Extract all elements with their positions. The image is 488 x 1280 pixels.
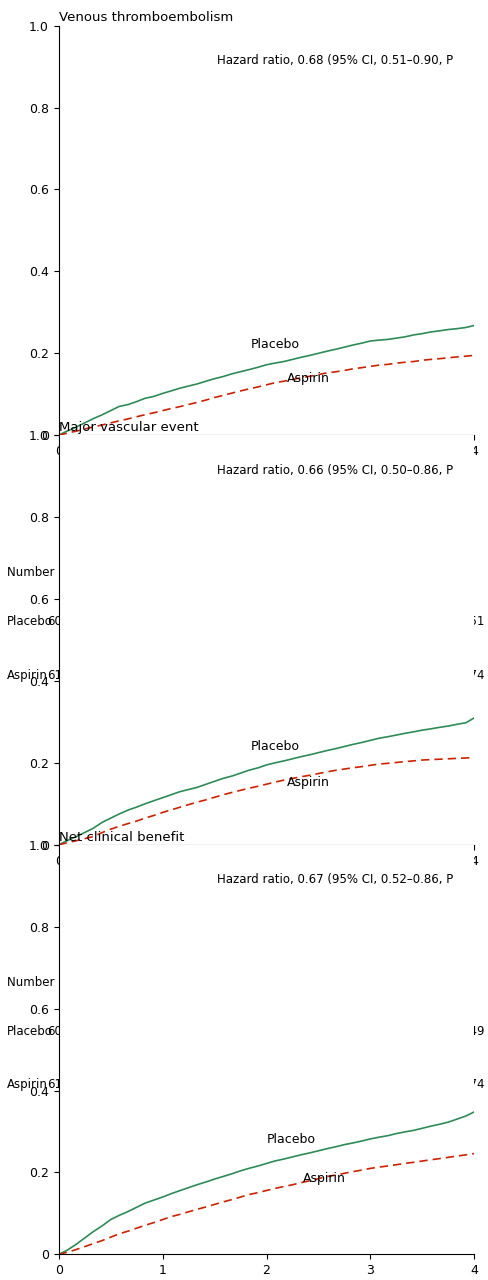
Text: 374: 374 (255, 1025, 277, 1038)
Text: 412: 412 (255, 668, 277, 682)
Text: Aspirin: Aspirin (7, 1078, 47, 1092)
Text: Major vascular event: Major vascular event (59, 421, 198, 434)
Text: 174: 174 (462, 668, 485, 682)
Text: 174: 174 (462, 1078, 485, 1092)
Text: 608: 608 (47, 1025, 70, 1038)
Text: 378: 378 (255, 616, 277, 628)
Text: 236: 236 (359, 1025, 381, 1038)
Text: Hazard ratio, 0.67 (95% CI, 0.52–0.86, P: Hazard ratio, 0.67 (95% CI, 0.52–0.86, P (216, 873, 452, 887)
Text: 531: 531 (151, 668, 173, 682)
Text: Aspirin: Aspirin (287, 371, 329, 385)
Text: 151: 151 (462, 616, 485, 628)
Text: Hazard ratio, 0.68 (95% CI, 0.51–0.90, P: Hazard ratio, 0.68 (95% CI, 0.51–0.90, P (216, 54, 452, 68)
Text: Number at risk: Number at risk (7, 566, 95, 580)
Text: Aspirin: Aspirin (287, 776, 329, 788)
Text: 608: 608 (47, 616, 70, 628)
Text: Placebo: Placebo (250, 338, 299, 351)
Text: Aspirin: Aspirin (7, 668, 47, 682)
Text: 530: 530 (151, 1078, 173, 1092)
Text: 149: 149 (462, 1025, 485, 1038)
Text: Placebo: Placebo (266, 1133, 315, 1146)
Text: Aspirin: Aspirin (302, 1172, 345, 1185)
X-axis label: Years from randomization: Years from randomization (186, 870, 346, 883)
Text: Placebo: Placebo (7, 616, 53, 628)
Text: Placebo: Placebo (250, 740, 299, 753)
Text: Hazard ratio, 0.66 (95% CI, 0.50–0.86, P: Hazard ratio, 0.66 (95% CI, 0.50–0.86, P (216, 463, 452, 477)
Text: 259: 259 (359, 668, 381, 682)
Text: Number at risk: Number at risk (7, 975, 95, 989)
Text: Placebo: Placebo (7, 1025, 53, 1038)
Text: Net clinical benefit: Net clinical benefit (59, 831, 183, 844)
Text: Venous thromboembolism: Venous thromboembolism (59, 12, 232, 24)
Text: 486: 486 (151, 1025, 173, 1038)
Text: 240: 240 (359, 616, 381, 628)
Text: 411: 411 (255, 1078, 277, 1092)
X-axis label: Years from randomization: Years from randomization (186, 461, 346, 474)
Text: 616: 616 (47, 668, 70, 682)
Text: 259: 259 (359, 1078, 381, 1092)
Text: 489: 489 (151, 616, 173, 628)
Text: 616: 616 (47, 1078, 70, 1092)
